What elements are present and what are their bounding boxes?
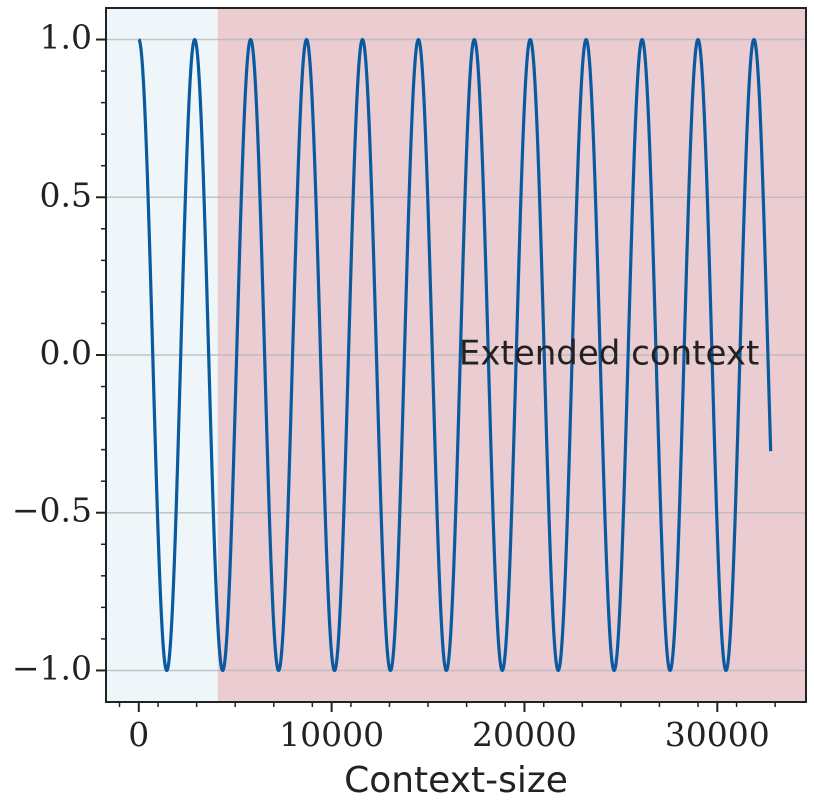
- x-tick-label-1: 10000: [279, 715, 384, 754]
- annotation-layer: Extended context: [459, 334, 759, 374]
- y-tick-label-0: 1.0: [40, 18, 92, 57]
- axes-layer: 1.0 0.5 0.0 −0.5 −1.0 0 10000 20000 30000: [12, 7, 807, 754]
- series-layer: [137, 37, 773, 673]
- y-tick-label-1: 0.5: [40, 175, 92, 214]
- y-tick-label-4: −1.0: [12, 648, 92, 687]
- annotation-extended-context: Extended context: [459, 334, 759, 374]
- y-tick-label-2: 0.0: [40, 333, 92, 372]
- series-line-0: [137, 37, 773, 673]
- x-tick-label-2: 20000: [472, 715, 577, 754]
- x-tick-label-0: 0: [128, 715, 149, 754]
- x-axis-title: Context-size: [344, 760, 568, 801]
- y-tick-label-3: −0.5: [12, 491, 92, 530]
- x-tick-label-3: 30000: [665, 715, 770, 754]
